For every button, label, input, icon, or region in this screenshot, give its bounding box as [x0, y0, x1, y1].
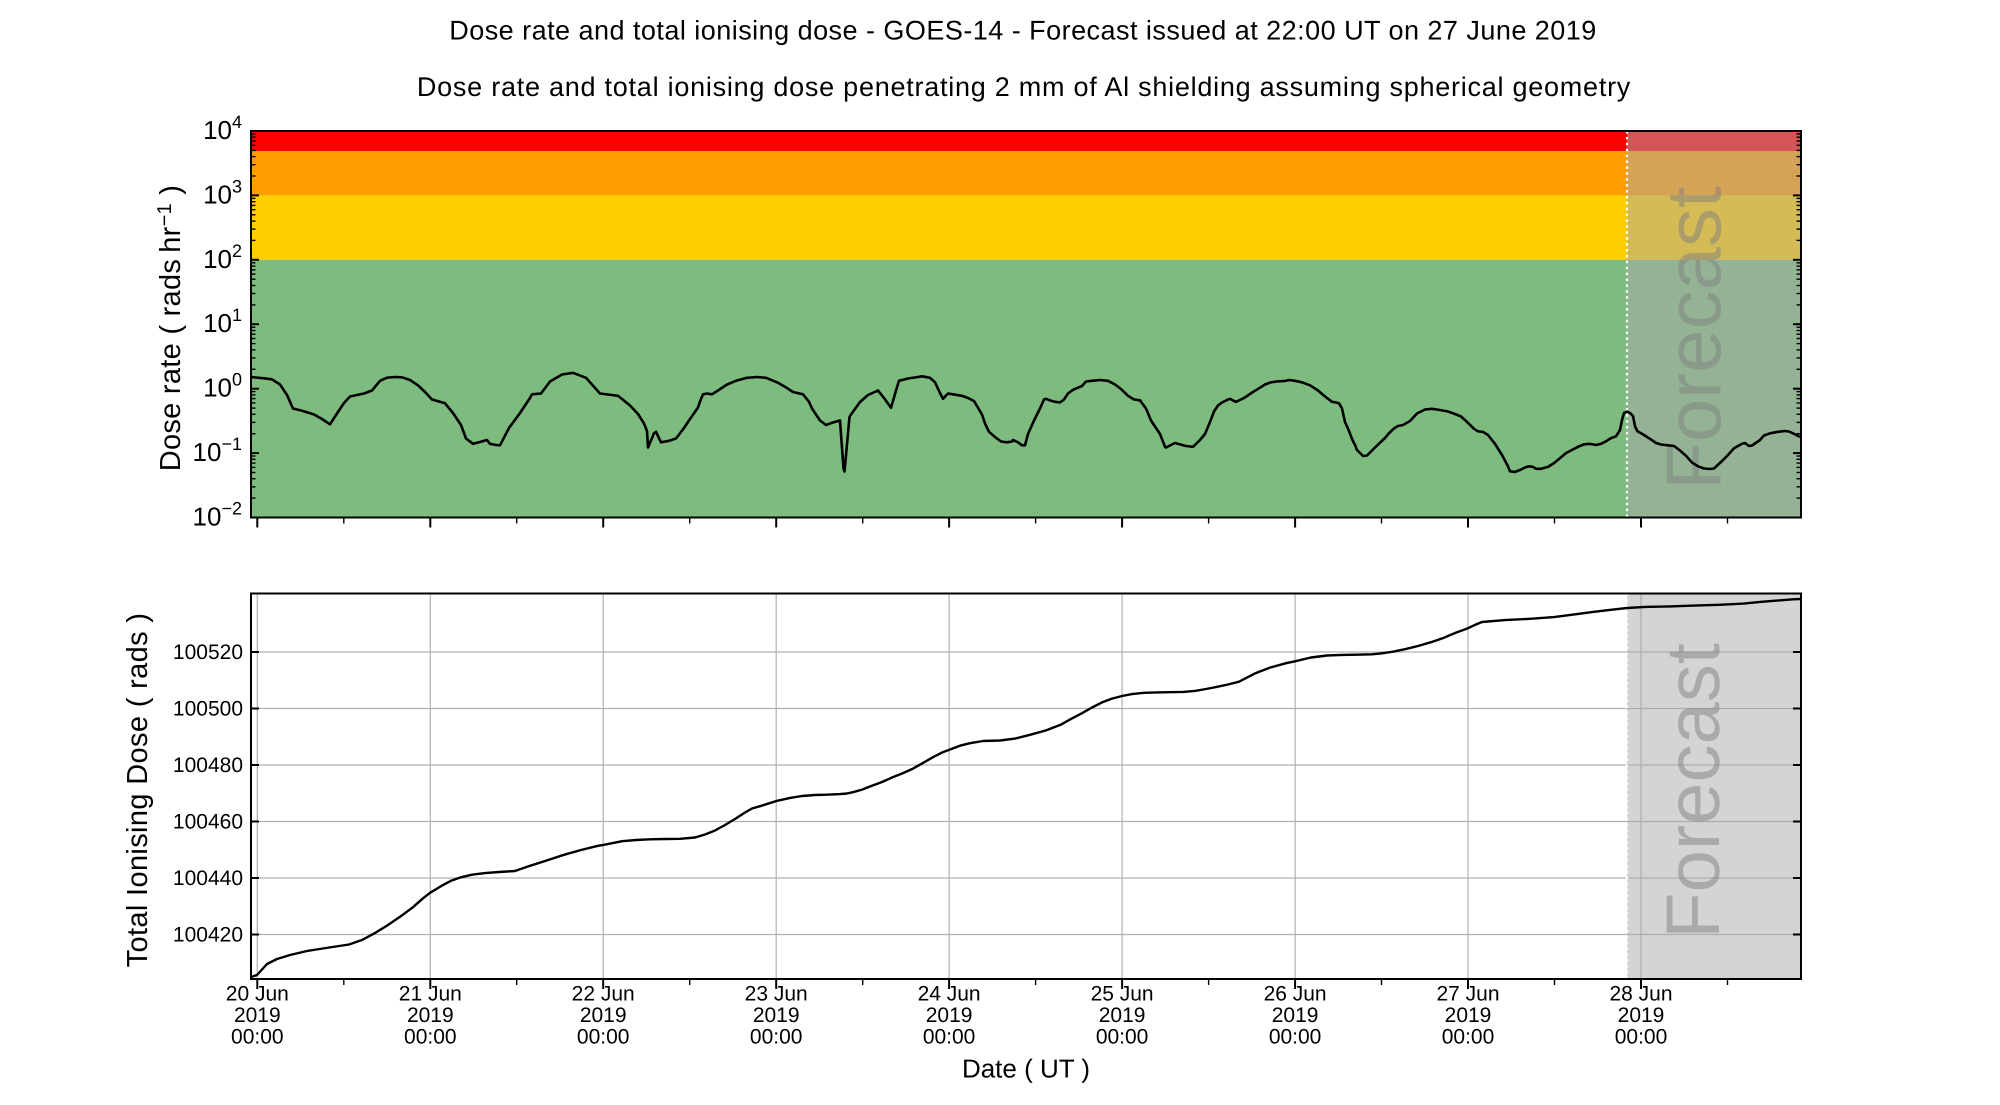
svg-text:23 Jun: 23 Jun [745, 983, 808, 1006]
svg-text:Total Ionising Dose ( rads ): Total Ionising Dose ( rads ) [122, 613, 154, 968]
svg-text:2019: 2019 [234, 1004, 281, 1027]
svg-text:22 Jun: 22 Jun [572, 983, 635, 1006]
svg-text:Dose rate ( rads hr−1 ): Dose rate ( rads hr−1 ) [154, 185, 187, 471]
svg-text:24 Jun: 24 Jun [918, 983, 981, 1006]
svg-text:100420: 100420 [173, 924, 243, 947]
svg-text:2019: 2019 [926, 1004, 973, 1027]
svg-text:100460: 100460 [173, 811, 243, 834]
svg-text:26 Jun: 26 Jun [1264, 983, 1327, 1006]
svg-text:Date ( UT ): Date ( UT ) [962, 1054, 1090, 1084]
svg-text:21 Jun: 21 Jun [399, 983, 462, 1006]
svg-text:100440: 100440 [173, 867, 243, 890]
svg-text:Forecast: Forecast [1651, 643, 1736, 939]
svg-text:00:00: 00:00 [1442, 1026, 1495, 1049]
svg-text:2019: 2019 [753, 1004, 800, 1027]
svg-text:25 Jun: 25 Jun [1091, 983, 1154, 1006]
svg-text:28 Jun: 28 Jun [1609, 983, 1672, 1006]
svg-text:2019: 2019 [1099, 1004, 1146, 1027]
svg-text:Dose rate and total ionising d: Dose rate and total ionising dose - GOES… [449, 16, 1596, 46]
svg-text:2019: 2019 [1445, 1004, 1492, 1027]
svg-text:100520: 100520 [173, 641, 243, 664]
svg-text:00:00: 00:00 [1096, 1026, 1149, 1049]
svg-text:00:00: 00:00 [404, 1026, 457, 1049]
svg-text:2019: 2019 [407, 1004, 454, 1027]
svg-text:100480: 100480 [173, 754, 243, 777]
svg-text:10−1: 10−1 [193, 434, 242, 467]
svg-text:00:00: 00:00 [1615, 1026, 1668, 1049]
svg-text:00:00: 00:00 [923, 1026, 976, 1049]
svg-text:00:00: 00:00 [1269, 1026, 1322, 1049]
svg-text:Dose rate and total ionising d: Dose rate and total ionising dose penetr… [417, 72, 1631, 102]
svg-text:Forecast: Forecast [1650, 186, 1738, 490]
svg-text:20 Jun: 20 Jun [226, 983, 289, 1006]
svg-text:2019: 2019 [1618, 1004, 1665, 1027]
svg-text:00:00: 00:00 [231, 1026, 284, 1049]
svg-text:00:00: 00:00 [577, 1026, 630, 1049]
svg-text:100500: 100500 [173, 698, 243, 721]
svg-text:00:00: 00:00 [750, 1026, 803, 1049]
svg-text:2019: 2019 [580, 1004, 627, 1027]
svg-text:27 Jun: 27 Jun [1436, 983, 1499, 1006]
svg-text:2019: 2019 [1272, 1004, 1319, 1027]
